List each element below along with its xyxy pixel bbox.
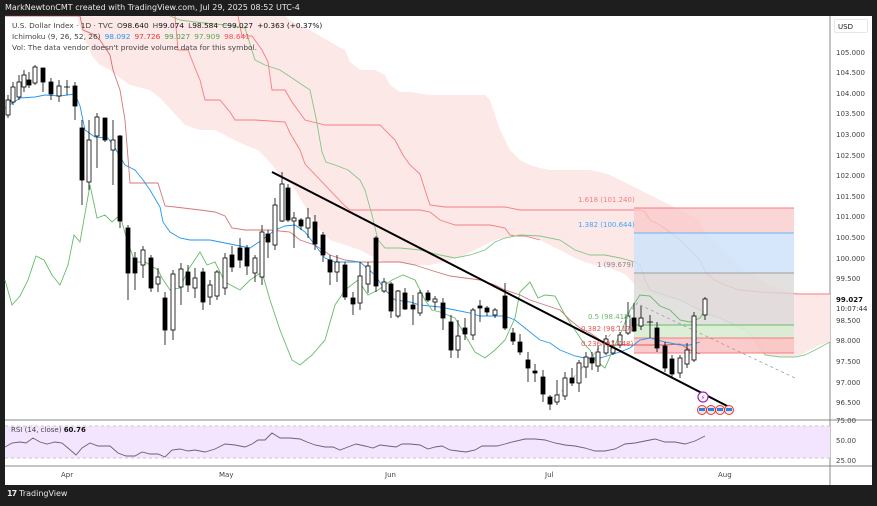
tenkan-value: 98.092 [104,32,131,41]
rsi-line [4,432,706,458]
close-value: 99.027 [227,21,254,30]
time-label-aug: Aug [718,471,732,479]
rsi-band [5,426,830,458]
change-value: +0.363 (+0.37%) [257,21,323,30]
legend-volume-row: Vol: The data vendor doesn't provide vol… [12,42,322,53]
rsi-tick: 75.00 [836,417,857,425]
span-b-value: 98.641 [224,32,250,41]
ichimoku-label[interactable]: Ichimoku (9, 26, 52, 26) [12,32,101,41]
rsi-legend[interactable]: RSI (14, close) 60.76 [11,426,86,434]
time-label-may: May [219,471,234,479]
chikou-value: 99.027 [164,32,191,41]
fib-label-05: 0.5 (98.418) [588,313,632,321]
fib-label-0236: 0.236 (97.748) [581,340,634,348]
price-tick: 103.000 [836,131,865,139]
low-value: 98.584 [192,21,219,30]
time-label-apr: Apr [61,471,74,479]
legend-symbol-row: U.S. Dollar Index · 1D · TVC O98.640 H99… [12,21,323,30]
fib-extension[interactable] [614,207,794,354]
tradingview-brand: TradingView [19,489,68,498]
chart-caption: MarkNewtonCMT created with TradingView.c… [0,0,877,16]
price-tick: 98.000 [836,337,861,345]
high-value: 99.074 [158,21,185,30]
time-label-jul: Jul [545,471,554,479]
fib-label-1: 1 (99.679) [597,261,634,269]
volume-note: Vol: The data vendor doesn't provide vol… [12,43,257,52]
price-tick: 100.000 [836,255,865,263]
price-tick: 102.500 [836,152,865,160]
price-tick: 104.500 [836,69,865,77]
price-tick: 98.500 [836,317,861,325]
kijun-value: 97.726 [134,32,161,41]
price-tick: 96.500 [836,399,861,407]
tradingview-logo-icon: 17 [7,489,17,498]
event-markers[interactable]: ⚡ [697,391,734,415]
rsi-tick: 50.00 [836,437,857,445]
price-tick: 100.500 [836,234,865,242]
price-tick: 97.500 [836,358,861,366]
price-tick: 101.500 [836,193,865,201]
price-tick: 105.000 [836,49,865,57]
bar-countdown: 10:07:44 [836,305,868,313]
price-tick: 97.000 [836,379,861,387]
price-tick: 104.000 [836,90,865,98]
tenkan-line [4,93,701,359]
fib-label-0382: 0.382 (98.117) [581,325,634,333]
fib-label-1618: 1.618 (101.240) [578,196,635,204]
last-price-label: 99.027 [836,296,864,304]
tradingview-logo[interactable]: 17 TradingView [7,489,67,498]
rsi-tick: 25.00 [836,457,857,465]
open-value: 98.640 [122,21,149,30]
price-tick: 99.500 [836,275,861,283]
svg-text:⚡: ⚡ [701,394,706,402]
downtrend-line[interactable] [271,171,734,410]
symbol-title[interactable]: U.S. Dollar Index · 1D · TVC [12,21,113,30]
time-label-jun: Jun [385,471,396,479]
legend-ichimoku-row: Ichimoku (9, 26, 52, 26) 98.092 97.726 9… [12,31,322,42]
span-a-value: 97.909 [194,32,221,41]
rsi-label: RSI (14, close) [11,426,62,434]
candles [5,65,708,410]
price-tick: 102.000 [836,172,865,180]
rsi-value: 60.76 [63,426,86,434]
price-tick: 103.500 [836,110,865,118]
fib-label-1382: 1.382 (100.644) [578,221,635,229]
legend: U.S. Dollar Index · 1D · TVC O98.640 H99… [12,20,322,53]
price-tick: 101.000 [836,213,865,221]
currency-button[interactable]: USD [834,19,868,33]
